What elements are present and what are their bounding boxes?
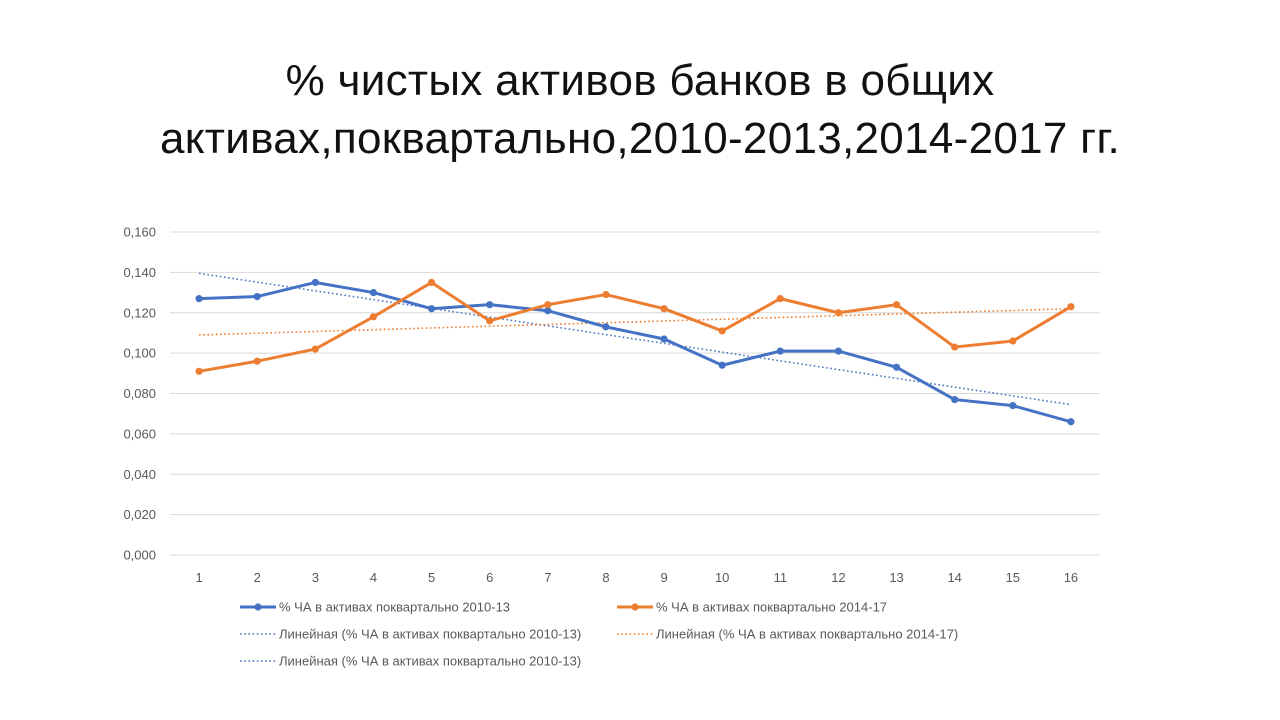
legend-entry: Линейная (% ЧА в активах поквартально 20… [617,627,958,642]
data-point [427,278,436,287]
data-point [718,327,726,335]
y-tick-label: 0,160 [123,225,156,240]
x-tick-label: 16 [1064,570,1078,585]
data-point [834,309,843,317]
legend-label: % ЧА в активах поквартально 2014-17 [656,600,887,615]
data-point [1067,303,1075,311]
x-tick-label: 3 [312,570,319,585]
data-point [1067,418,1075,426]
x-tick-label: 13 [889,570,903,585]
series-line [197,280,1073,373]
data-point [369,288,378,297]
x-tick-label: 15 [1006,570,1020,585]
legend-label: Линейная (% ЧА в активах поквартально 20… [279,654,581,669]
data-point [776,295,784,303]
x-tick-label: 2 [254,570,261,585]
data-point [486,301,494,309]
y-tick-label: 0,020 [123,507,156,522]
x-tick-label: 10 [715,570,729,585]
data-point [602,323,610,331]
y-tick-label: 0,080 [123,386,156,401]
y-tick-label: 0,140 [123,265,156,280]
legend-label: % ЧА в активах поквартально 2010-13 [279,600,510,615]
trendline [198,272,1072,406]
legend-entry: % ЧА в активах поквартально 2014-17 [617,600,887,615]
data-point [718,361,726,369]
data-point [660,335,668,343]
data-point [369,313,378,321]
data-point [253,357,261,365]
x-tick-label: 6 [486,570,493,585]
x-tick-label: 14 [947,570,961,585]
chart-title-line-1: % чистых активов банков в общих [285,56,995,105]
data-point [834,347,843,355]
x-tick-label: 9 [660,570,667,585]
data-point [427,305,436,313]
trendlines [198,272,1072,406]
y-tick-label: 0,000 [123,548,156,563]
data-point [544,307,552,315]
y-tick-label: 0,120 [123,305,156,320]
x-tick-label: 1 [195,570,202,585]
y-tick-label: 0,060 [123,426,156,441]
data-point [951,395,959,404]
legend-entry: Линейная (% ЧА в активах поквартально 20… [240,627,581,642]
data-point [195,295,203,303]
y-axis-ticks: 0,000 0,020 0,040 0,060 0,080 0,100 0,120 0,140… [123,225,156,563]
data-point [486,317,494,325]
series [195,278,1075,426]
legend-label: Линейная (% ЧА в активах поквартально 20… [656,627,958,642]
data-point [1009,337,1017,345]
chart-title: % чистых активов банков в общих активах,… [40,52,1240,168]
data-point [544,301,552,309]
legend-marker [254,603,262,611]
gridlines [170,231,1100,556]
x-tick-label: 8 [602,570,609,585]
x-axis-ticks: 1 2 3 4 5 6 7 8 9 10 11 12 13 14 15 16 [195,570,1078,585]
data-point [776,347,784,355]
legend: % ЧА в активах поквартально 2010-13 % ЧА … [240,600,958,669]
y-tick-label: 0,100 [123,346,156,361]
x-tick-label: 12 [831,570,845,585]
data-point [1009,402,1017,410]
data-point [195,367,203,375]
legend-entry: % ЧА в активах поквартально 2010-13 [240,600,510,615]
data-point [892,301,901,309]
data-point [311,345,319,353]
trendline [199,307,1071,336]
series-line [197,280,1073,424]
y-tick-label: 0,040 [123,467,156,482]
x-tick-label: 5 [428,570,435,585]
legend-entry: Линейная (% ЧА в активах поквартально 20… [240,654,581,669]
legend-label: Линейная (% ЧА в активах поквартально 20… [279,627,581,642]
data-point [892,363,901,371]
legend-marker [631,603,639,611]
data-point [253,293,261,301]
data-point [602,290,610,299]
data-point [311,278,319,287]
chart-title-line-2: активах,поквартально,2010-2013,2014-2017… [159,114,1121,163]
data-point [951,343,959,351]
data-point [660,305,668,313]
x-tick-label: 7 [544,570,551,585]
x-tick-label: 11 [774,570,788,585]
x-tick-label: 4 [370,570,377,585]
